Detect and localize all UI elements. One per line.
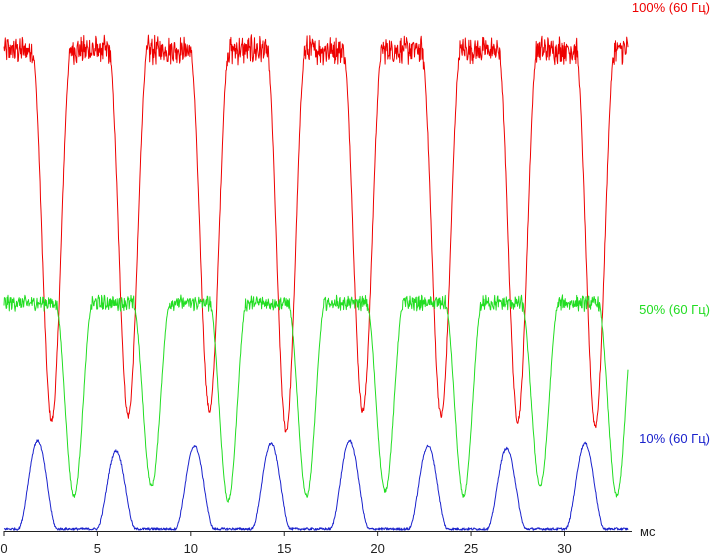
x-tick-label-15: 15 xyxy=(277,541,291,556)
x-tick-label-10: 10 xyxy=(184,541,198,556)
x-tick-label-20: 20 xyxy=(370,541,384,556)
x-ticks: 0 5 10 15 20 25 30 xyxy=(0,531,572,556)
x-tick-label-5: 5 xyxy=(94,541,101,556)
series-label-10: 10% (60 Гц) xyxy=(639,431,710,446)
x-tick-label-0: 0 xyxy=(0,541,7,556)
series-layer xyxy=(3,34,629,531)
series-label-50: 50% (60 Гц) xyxy=(639,302,710,317)
series-label-100: 100% (60 Гц) xyxy=(632,0,710,15)
series-line-2 xyxy=(3,439,629,531)
series-line-1 xyxy=(3,294,629,503)
x-tick-label-25: 25 xyxy=(464,541,478,556)
x-axis-unit-label: мс xyxy=(640,524,656,539)
x-tick-label-30: 30 xyxy=(557,541,571,556)
series-line-0 xyxy=(3,34,629,433)
